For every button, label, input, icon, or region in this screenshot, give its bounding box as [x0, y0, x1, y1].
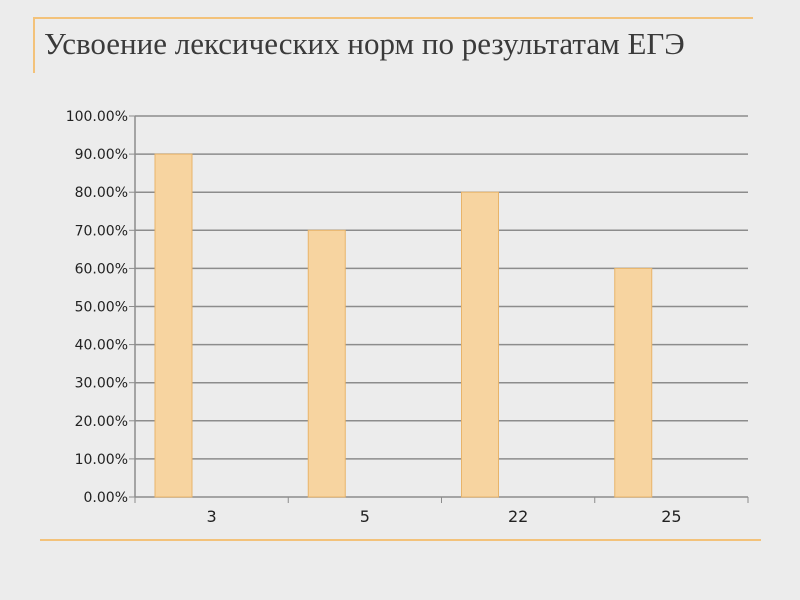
- bar-22: [461, 191, 499, 498]
- x-tick-label: 22: [508, 507, 528, 526]
- y-tick-label: 50.00%: [75, 300, 128, 316]
- x-tick-labels: 3 5 22 25: [207, 507, 682, 526]
- bars: [154, 153, 653, 498]
- slide-title: Усвоение лексических норм по результатам…: [44, 26, 685, 61]
- y-tick-label: 90.00%: [75, 147, 128, 163]
- y-tick-label: 80.00%: [75, 185, 128, 201]
- gridlines: [135, 115, 748, 498]
- y-tick-label: 10.00%: [75, 452, 128, 468]
- bar-25: [614, 267, 653, 498]
- x-tick-label: 3: [207, 507, 217, 526]
- top-accent-rule: [34, 17, 753, 19]
- left-accent-rule: [33, 17, 35, 73]
- axes: [129, 115, 749, 503]
- y-tick-labels: 0.00% 10.00% 20.00% 30.00% 40.00% 50.00% 60.00…: [66, 109, 128, 506]
- y-tick-label: 100.00%: [66, 109, 128, 125]
- x-tick-label: 25: [661, 507, 681, 526]
- bottom-accent-rule: [40, 539, 761, 541]
- y-tick-label: 40.00%: [75, 338, 128, 354]
- y-tick-label: 70.00%: [75, 223, 128, 239]
- bar-5: [307, 229, 346, 498]
- y-tick-label: 30.00%: [75, 376, 128, 392]
- bar-3: [154, 153, 193, 498]
- y-tick-label: 60.00%: [75, 261, 128, 277]
- y-tick-label: 20.00%: [75, 414, 128, 430]
- x-tick-label: 5: [360, 507, 370, 526]
- y-tick-label: 0.00%: [84, 490, 128, 506]
